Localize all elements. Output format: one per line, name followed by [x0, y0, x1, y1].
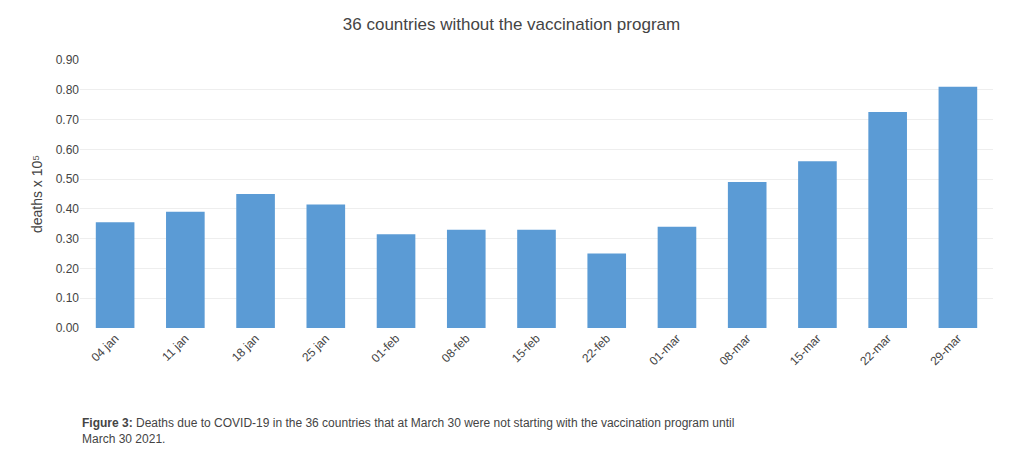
svg-text:01-feb: 01-feb [368, 331, 402, 365]
svg-text:0.40: 0.40 [56, 202, 80, 216]
svg-text:29-mar: 29-mar [927, 331, 964, 368]
svg-text:0.20: 0.20 [56, 262, 80, 276]
svg-text:deaths x 10⁵: deaths x 10⁵ [29, 155, 45, 233]
svg-text:0.30: 0.30 [56, 232, 80, 246]
svg-text:08-mar: 08-mar [717, 331, 754, 368]
svg-text:15-mar: 15-mar [787, 331, 824, 368]
svg-text:01-mar: 01-mar [647, 331, 684, 368]
svg-text:0.90: 0.90 [56, 53, 80, 67]
svg-text:0.70: 0.70 [56, 113, 80, 127]
svg-text:22-mar: 22-mar [857, 331, 894, 368]
svg-text:36 countries without the vacci: 36 countries without the vaccination pro… [343, 15, 680, 34]
svg-text:0.00: 0.00 [56, 321, 80, 335]
svg-text:0.50: 0.50 [56, 172, 80, 186]
svg-text:15-feb: 15-feb [509, 331, 543, 365]
svg-text:Figure 3: Deaths due to COVID-: Figure 3: Deaths due to COVID-19 in the … [82, 416, 734, 446]
svg-text:22-feb: 22-feb [579, 331, 613, 365]
svg-text:25 jan: 25 jan [299, 331, 332, 364]
svg-text:0.60: 0.60 [56, 143, 80, 157]
svg-text:0.10: 0.10 [56, 291, 80, 305]
svg-text:08-feb: 08-feb [439, 331, 473, 365]
svg-text:11 jan: 11 jan [159, 331, 191, 363]
svg-text:18 jan: 18 jan [229, 331, 262, 364]
svg-text:0.80: 0.80 [56, 83, 80, 97]
svg-text:04 jan: 04 jan [88, 331, 121, 364]
